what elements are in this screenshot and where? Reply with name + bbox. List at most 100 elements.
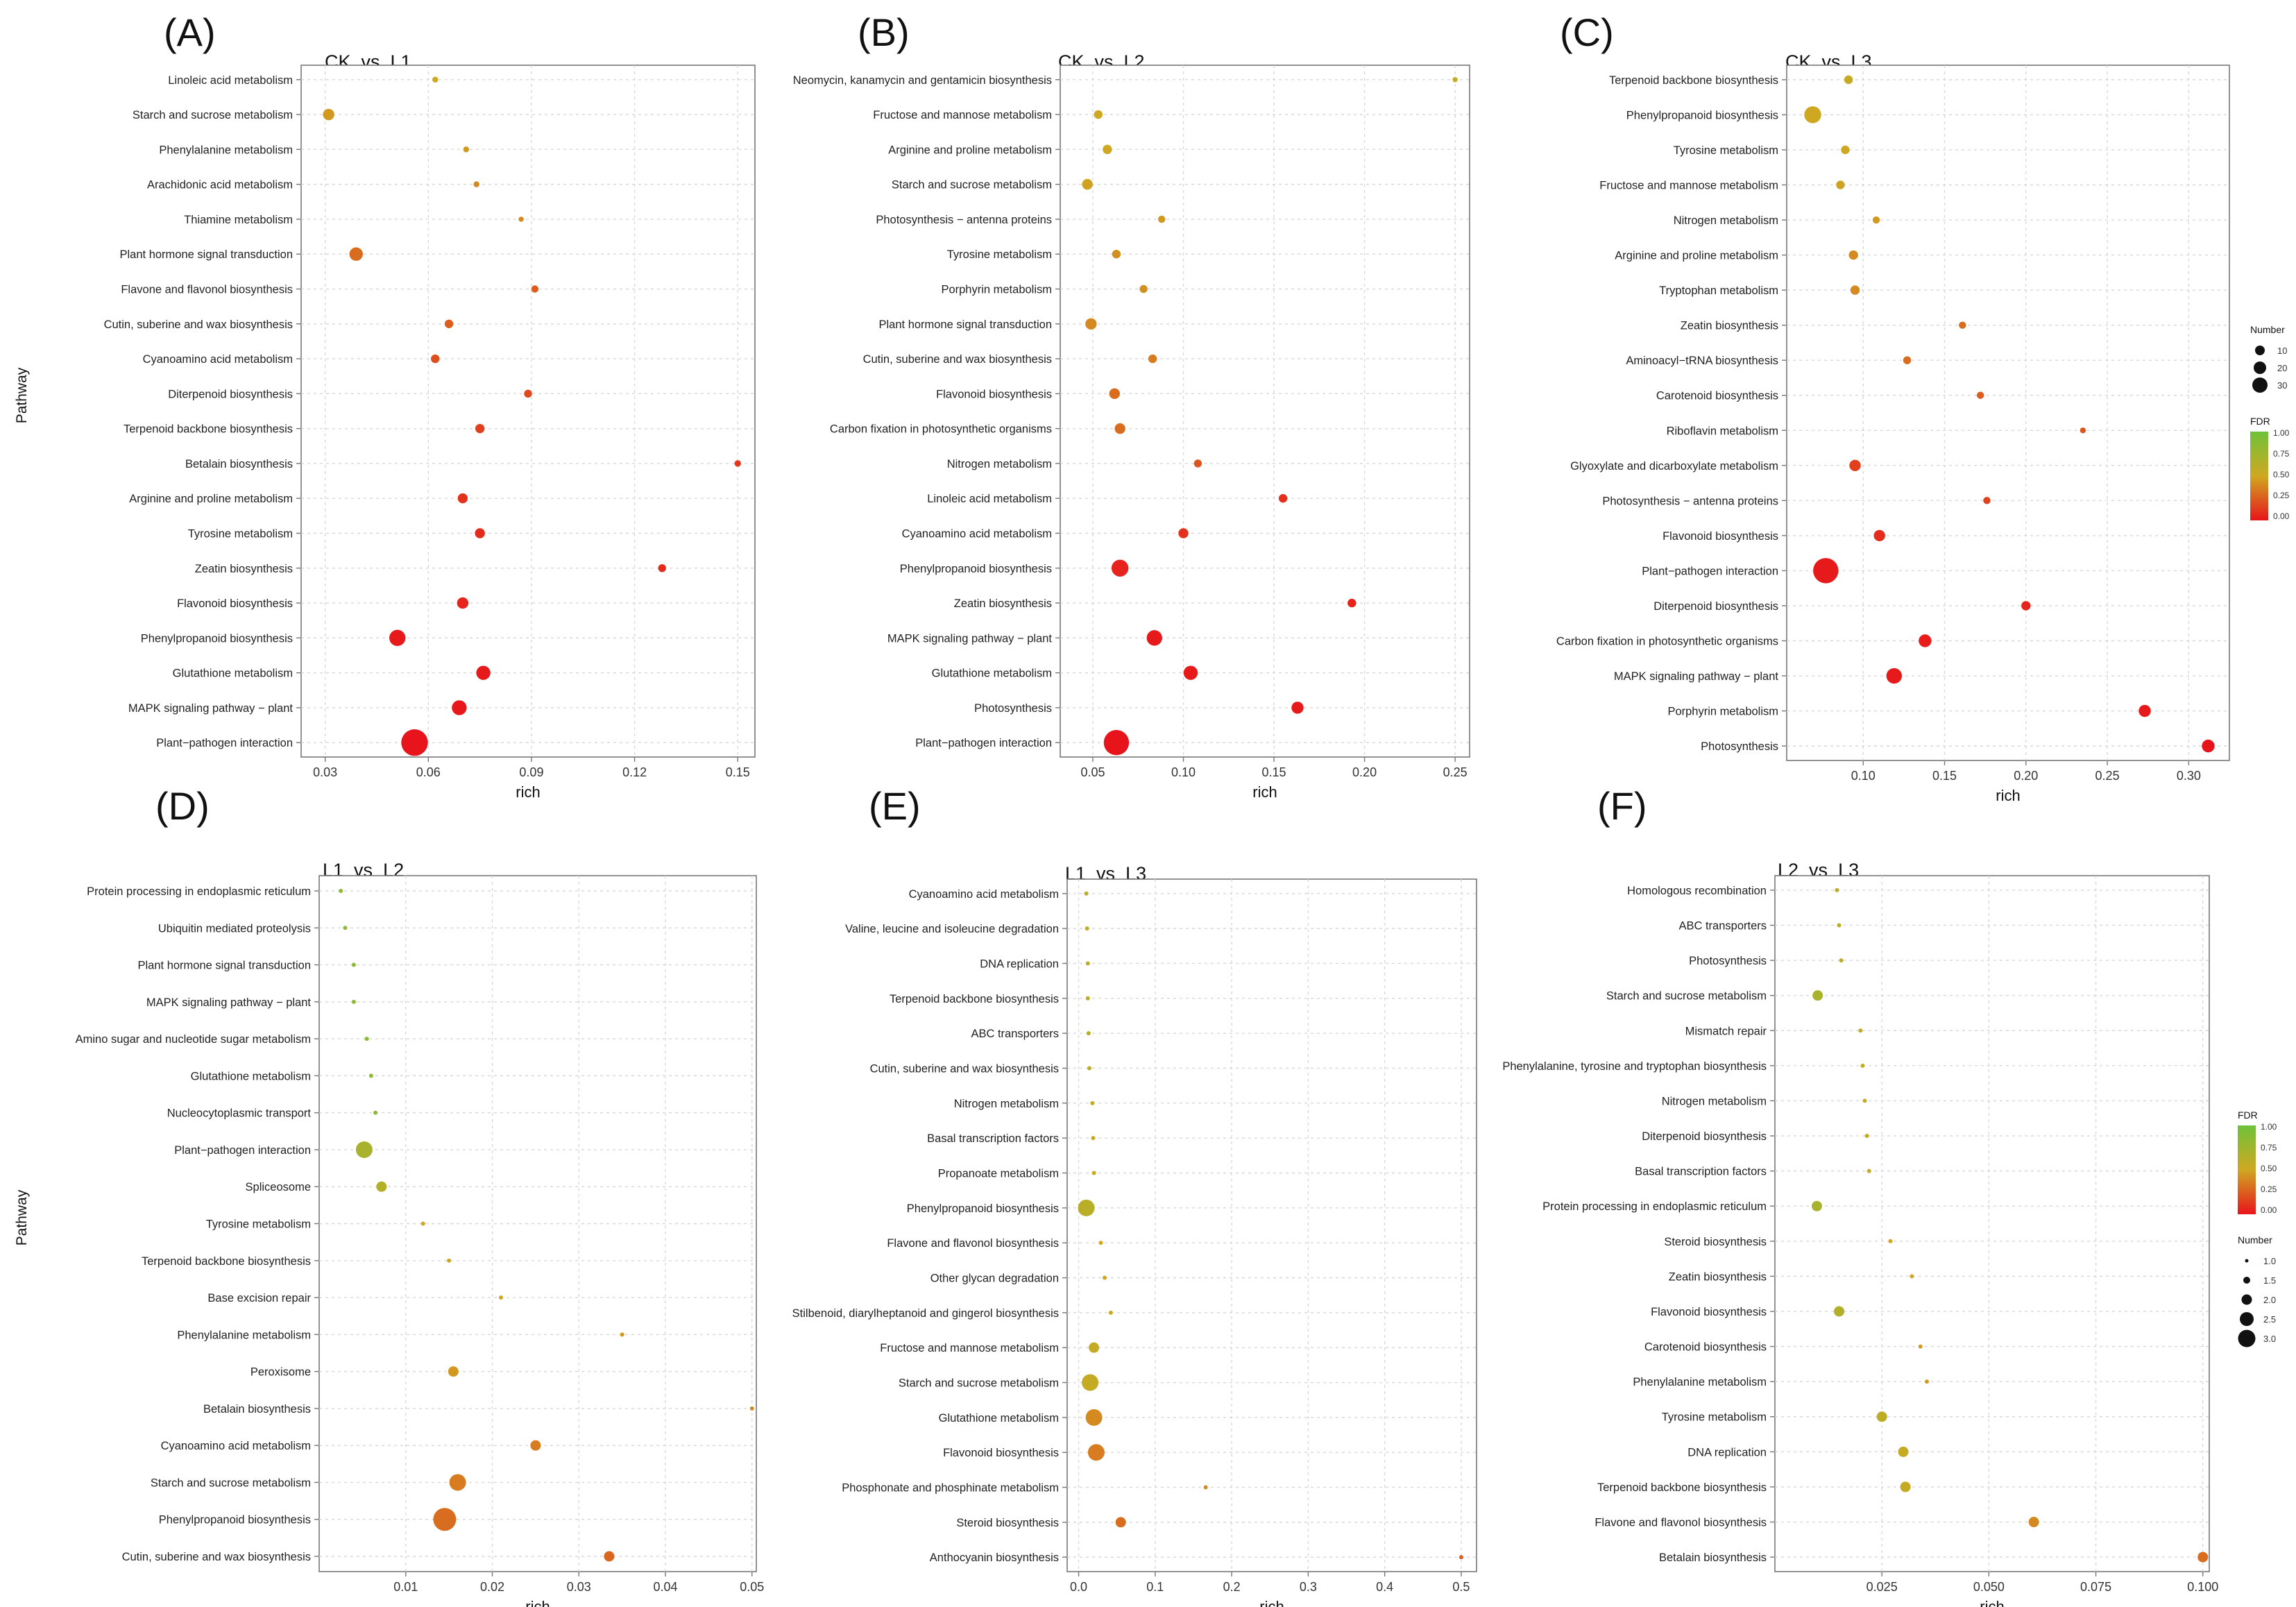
y-tick-label: Nitrogen metabolism <box>1674 214 1778 227</box>
legend-title: Number <box>2238 1234 2272 1245</box>
y-tick-label: Basal transcription factors <box>927 1132 1059 1145</box>
panel-letter: (A) <box>164 10 216 54</box>
y-tick-label: ABC transporters <box>1678 919 1767 932</box>
data-point <box>351 999 356 1004</box>
data-point <box>457 597 469 609</box>
data-point <box>432 76 439 83</box>
plot-frame <box>300 65 756 758</box>
data-point <box>449 1474 466 1491</box>
y-tick-label: Plant hormone signal transduction <box>120 248 293 261</box>
data-point <box>1862 1098 1867 1103</box>
y-tick-label: Protein processing in endoplasmic reticu… <box>87 885 311 898</box>
y-tick-label: Betalain biosynthesis <box>203 1403 311 1415</box>
y-tick-label: Plant hormone signal transduction <box>879 318 1052 331</box>
legend-size-circle <box>2240 1312 2254 1326</box>
y-tick-label: Flavonoid biosynthesis <box>936 388 1052 400</box>
y-tick-label: Arginine and proline metabolism <box>1615 250 1778 262</box>
x-axis-label: rich <box>1259 1598 1284 1607</box>
y-tick-label: Stilbenoid, diarylheptanoid and gingerol… <box>792 1307 1059 1320</box>
data-point <box>1183 665 1198 680</box>
legend-number-f: Number 1.0 1.5 2.0 2.5 3.0 <box>2238 1234 2276 1347</box>
y-tick-label: Terpenoid backbone biosynthesis <box>124 423 293 436</box>
y-tick-label: Fructose and mannose metabolism <box>873 109 1052 121</box>
x-tick-label: 0.30 <box>2177 769 2201 783</box>
legend-size-label: 2.0 <box>2263 1295 2276 1305</box>
data-point <box>1094 110 1103 119</box>
y-tick-label: Phenylalanine metabolism <box>159 144 293 156</box>
y-tick-label: Porphyrin metabolism <box>1667 706 1778 718</box>
x-tick-label: 0.06 <box>416 765 441 779</box>
legend-size-label: 3.0 <box>2263 1334 2276 1344</box>
y-tick-label: Nucleocytoplasmic transport <box>167 1107 312 1120</box>
y-tick-label: Glutathione metabolism <box>939 1412 1059 1425</box>
panel-letter: (E) <box>869 784 921 828</box>
fdr-tick-label: 0.75 <box>2273 449 2290 459</box>
y-tick-label: Plant−pathogen interaction <box>174 1144 311 1157</box>
y-tick-label: Anthocyanin biosynthesis <box>930 1551 1059 1564</box>
y-tick-label: Carotenoid biosynthesis <box>1644 1341 1767 1354</box>
fdr-tick-label: 0.25 <box>2273 491 2290 500</box>
legend-size-circle <box>2254 362 2266 374</box>
x-axis-label: rich <box>525 1598 550 1607</box>
y-axis-label: Pathway <box>14 367 30 423</box>
y-tick-label: Glutathione metabolism <box>191 1070 311 1082</box>
y-tick-label: Phenylpropanoid biosynthesis <box>1626 109 1778 121</box>
data-point <box>1886 668 1903 684</box>
y-tick-label: Tyrosine metabolism <box>206 1218 311 1231</box>
y-tick-label: MAPK signaling pathway − plant <box>887 632 1053 645</box>
data-point <box>349 247 363 261</box>
data-point <box>1178 528 1189 538</box>
fdr-tick-label: 0.50 <box>2273 470 2290 479</box>
y-tick-label: Phenylalanine metabolism <box>1633 1376 1767 1388</box>
data-point <box>447 1258 452 1263</box>
y-tick-label: Flavone and flavonol biosynthesis <box>121 283 293 296</box>
data-point <box>1111 559 1129 577</box>
x-tick-label: 0.1 <box>1146 1580 1164 1594</box>
legend-title: Number <box>2250 324 2285 335</box>
data-point <box>1278 494 1288 503</box>
y-tick-label: Plant−pathogen interaction <box>915 737 1052 749</box>
data-point <box>1924 1379 1929 1384</box>
data-point <box>444 319 454 328</box>
y-tick-label: Nitrogen metabolism <box>947 458 1052 470</box>
data-point <box>1918 1344 1923 1349</box>
data-point <box>498 1295 503 1300</box>
data-point <box>1864 1134 1869 1139</box>
data-point <box>734 460 741 467</box>
y-tick-label: Diterpenoid biosynthesis <box>1653 600 1778 613</box>
plot-frame <box>1060 65 1470 758</box>
legend-size-label: 10 <box>2277 346 2287 356</box>
x-tick-label: 0.075 <box>2080 1580 2111 1594</box>
data-point <box>1115 1517 1126 1528</box>
data-point <box>1085 961 1090 966</box>
data-point <box>368 1073 373 1078</box>
y-tick-label: Glutathione metabolism <box>173 668 293 680</box>
data-point <box>1085 318 1097 330</box>
legend-size-label: 2.5 <box>2263 1314 2276 1325</box>
y-tick-label: Flavonoid biosynthesis <box>1651 1306 1767 1318</box>
data-point <box>1872 216 1880 224</box>
fdr-tick-label: 0.50 <box>2261 1164 2277 1173</box>
x-tick-label: 0.10 <box>1851 769 1876 783</box>
data-point <box>1109 388 1121 400</box>
fdr-tick-label: 0.00 <box>2261 1205 2277 1215</box>
data-point <box>1082 1374 1099 1391</box>
y-tick-label: Neomycin, kanamycin and gentamicin biosy… <box>793 74 1052 87</box>
x-axis-label: rich <box>1252 783 1277 801</box>
y-tick-label: Linoleic acid metabolism <box>927 493 1052 505</box>
y-tick-label: ABC transporters <box>971 1028 1059 1040</box>
y-tick-label: Protein processing in endoplasmic reticu… <box>1542 1200 1767 1213</box>
data-point <box>1085 1409 1103 1426</box>
data-point <box>1888 1239 1893 1243</box>
y-tick-label: Riboflavin metabolism <box>1667 425 1778 437</box>
x-tick-label: 0.25 <box>2095 769 2120 783</box>
y-tick-label: Carbon fixation in photosynthetic organi… <box>830 423 1052 436</box>
y-tick-label: Tyrosine metabolism <box>1674 144 1778 157</box>
y-tick-label: Phenylalanine, tyrosine and tryptophan b… <box>1502 1060 1767 1073</box>
data-point <box>431 354 440 364</box>
data-point <box>1813 558 1839 584</box>
data-point <box>1959 321 1966 329</box>
y-tick-label: Cyanoamino acid metabolism <box>909 888 1059 901</box>
data-point <box>1834 1306 1845 1317</box>
